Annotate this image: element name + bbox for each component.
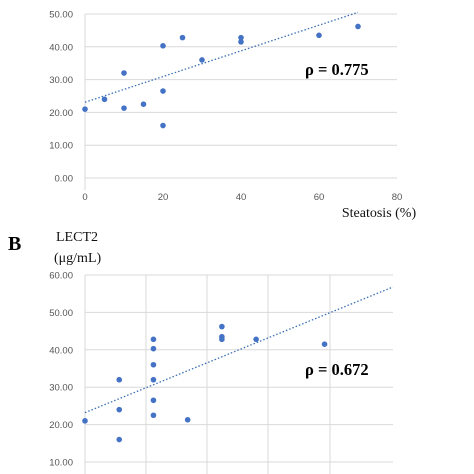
b-data-point <box>184 416 191 423</box>
a-correlation-label: ρ = 0.775 <box>305 60 369 79</box>
b-data-point <box>219 336 225 343</box>
b-data-point <box>116 406 123 413</box>
y-axis-title-line-2: (μg/mL) <box>54 251 101 266</box>
b-y-tick-label: 10.00 <box>49 458 73 469</box>
a-data-point <box>121 70 127 76</box>
a-x-tick-label: 80 <box>392 192 403 203</box>
a-data-point <box>160 43 166 49</box>
a-data-point <box>316 32 322 39</box>
b-y-tick-label: 20.00 <box>49 420 73 431</box>
b-y-tick-label: 40.00 <box>49 345 73 356</box>
b-data-point <box>116 376 123 383</box>
a-y-tick-label: 50.00 <box>49 10 73 21</box>
b-data-point <box>150 412 157 419</box>
a-data-point <box>355 23 361 30</box>
b-y-tick-label: 60.00 <box>49 271 73 282</box>
a-trendline <box>84 11 359 103</box>
a-y-tick-label: 10.00 <box>49 141 73 152</box>
a-data-point <box>140 101 147 107</box>
b-data-point <box>219 323 225 330</box>
a-data-point <box>101 96 108 103</box>
b-data-point <box>82 418 88 424</box>
b-data-point <box>253 336 259 343</box>
a-x-tick-label: 0 <box>82 192 87 203</box>
b-y-tick-label: 50.00 <box>49 308 73 319</box>
b-data-point <box>116 436 123 443</box>
a-y-tick-label: 30.00 <box>49 75 73 86</box>
a-data-point <box>82 106 88 112</box>
chart-a: 0.00 10.00 20.00 30.00 40.00 50.00 0 20 40 60 80 St… <box>49 10 416 222</box>
b-y-tick-label: 30.00 <box>49 383 73 394</box>
b-data-point <box>150 361 157 368</box>
a-data-point <box>160 122 166 129</box>
a-x-tick-label: 40 <box>236 192 247 203</box>
panel-b-label: B <box>8 233 21 255</box>
b-data-point <box>150 345 157 352</box>
b-data-point <box>321 341 328 347</box>
a-y-tick-label: 20.00 <box>49 108 73 119</box>
a-data-point <box>238 34 244 41</box>
a-data-point <box>199 57 205 63</box>
a-x-tick-label: 20 <box>158 192 169 203</box>
a-x-axis-title: Steatosis (%) <box>342 206 417 221</box>
b-data-point <box>150 336 157 343</box>
a-data-point <box>160 88 166 94</box>
b-data-point <box>150 376 157 383</box>
b-correlation-label: ρ = 0.672 <box>305 360 369 379</box>
a-y-tick-label: 40.00 <box>49 42 73 53</box>
a-data-point <box>238 39 244 45</box>
b-data-point <box>150 397 157 404</box>
b-trendline <box>84 286 394 414</box>
a-y-tick-label: 0.00 <box>55 174 74 185</box>
y-axis-title-line-1: LECT2 <box>56 230 98 245</box>
chart-b: 10.00 20.00 30.00 40.00 50.00 60.00 ρ = 0.672 <box>49 271 394 474</box>
a-data-point <box>121 105 127 111</box>
a-data-point <box>179 34 186 41</box>
a-x-tick-label: 60 <box>314 192 325 203</box>
